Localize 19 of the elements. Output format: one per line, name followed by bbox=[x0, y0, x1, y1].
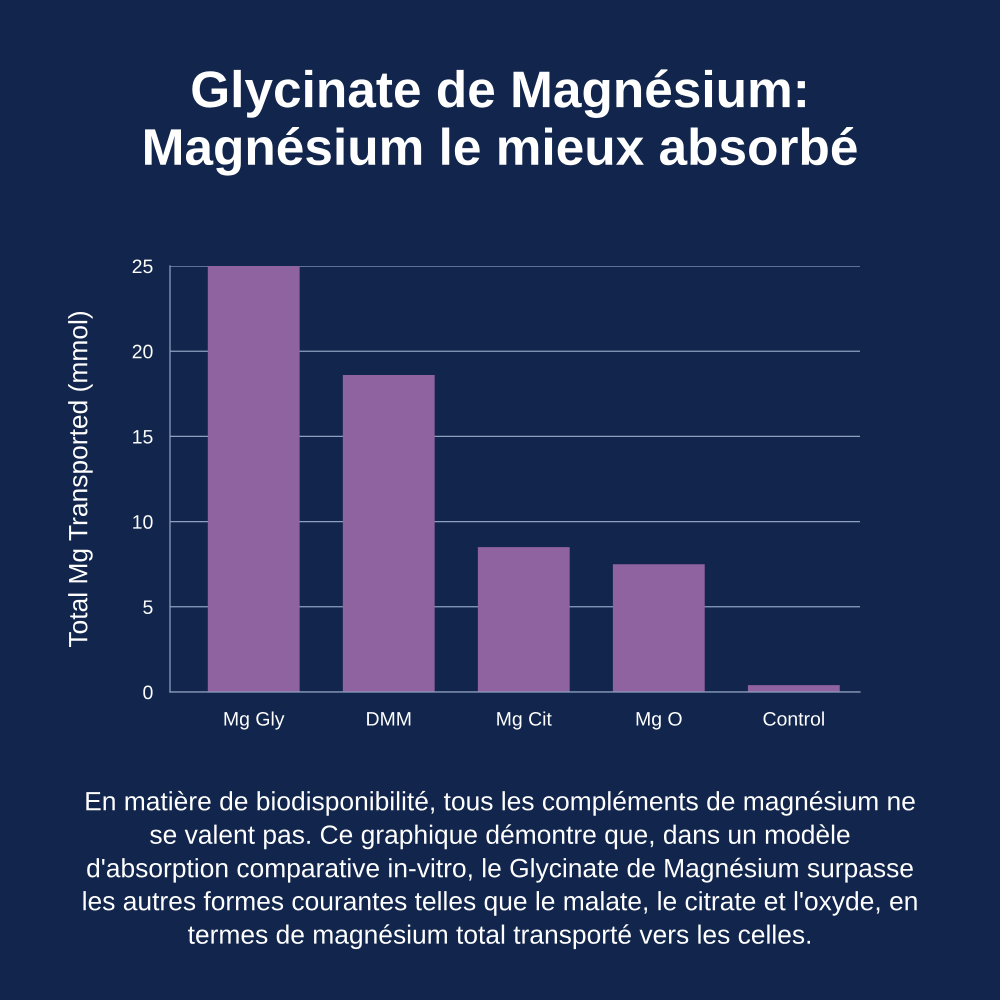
bar bbox=[612, 564, 705, 692]
bar bbox=[342, 375, 435, 692]
y-tick-label: 0 bbox=[143, 685, 153, 700]
y-tick-label: 5 bbox=[143, 600, 153, 614]
bar bbox=[478, 547, 570, 692]
x-tick-label: Control bbox=[763, 711, 824, 726]
y-axis-title: Total Mg Transported (mmol) bbox=[68, 312, 93, 648]
x-tick-label: Mg Cit bbox=[497, 711, 552, 730]
text: En matière de biodisponibilité, tous les compléments de magnésium ne se valent pas. Ce graphique démontre que, dans un modèle d'absorption comparative in-vitro, le Glycinate de Magnésium surpasse les autres formes courantes telles que le malate, le citrate et l'oxyde, en termes de magnésium total transporté vers les celles. bbox=[83, 790, 917, 950]
y-tick-label: 15 bbox=[133, 430, 153, 444]
chart-title: Glycinate de Magnésium: Magnésium le mieux absorbé bbox=[145, 69, 857, 176]
bar bbox=[208, 266, 300, 692]
x-tick-label: Mg Gly bbox=[224, 711, 284, 730]
y-tick-label: 20 bbox=[132, 344, 153, 358]
bar bbox=[748, 685, 840, 692]
x-tick-label: DMM bbox=[367, 712, 410, 726]
x-tick-label: Mg O bbox=[636, 712, 682, 730]
y-tick-label: 25 bbox=[132, 259, 153, 274]
y-tick-label: 10 bbox=[133, 515, 153, 529]
